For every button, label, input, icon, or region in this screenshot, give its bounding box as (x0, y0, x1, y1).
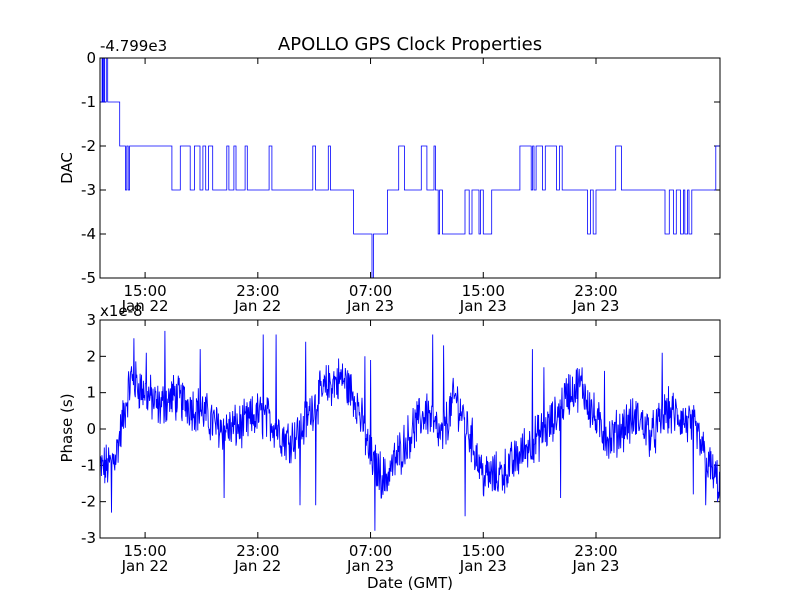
dac-xtick-date: Jan 23 (459, 297, 507, 315)
phase-series-line (99, 330, 721, 531)
dac-series-line (100, 57, 720, 279)
phase-ytick-label: -2 (81, 493, 96, 511)
dac-xtick-time: 15:00 (462, 282, 505, 300)
phase-xtick-time: 07:00 (349, 542, 392, 560)
phase-xtick-date: Jan 22 (121, 557, 169, 575)
dac-ytick-label: 0 (86, 49, 96, 67)
dac-ytick-label: -4 (81, 225, 96, 243)
phase-ytick-label: 2 (86, 347, 96, 365)
phase-xlabel: Date (GMT) (367, 574, 453, 592)
dac-ytick-label: -3 (81, 181, 96, 199)
dac-y-ticks: 0 -1 -2 -3 -4 -5 (81, 49, 720, 287)
phase-xtick-time: 15:00 (462, 542, 505, 560)
dac-xtick-date: Jan 23 (572, 297, 620, 315)
phase-xtick-time: 15:00 (123, 542, 166, 560)
dac-ytick-label: -2 (81, 137, 96, 155)
phase-xtick-date: Jan 22 (233, 557, 281, 575)
dac-offset-label: -4.799e3 (100, 37, 167, 55)
dac-xtick-date: Jan 22 (121, 297, 169, 315)
dac-xtick-time: 23:00 (574, 282, 617, 300)
phase-ytick-label: 1 (86, 384, 96, 402)
dac-xtick-time: 07:00 (349, 282, 392, 300)
phase-offset-label: x1e-8 (100, 302, 143, 320)
phase-plot-frame (99, 319, 721, 539)
phase-xtick-time: 23:00 (236, 542, 279, 560)
dac-xtick-date: Jan 23 (346, 297, 394, 315)
phase-ytick-label: 0 (86, 420, 96, 438)
chart-title: APOLLO GPS Clock Properties (278, 34, 542, 55)
phase-ytick-label: 3 (86, 311, 96, 329)
phase-ytick-label: -1 (81, 456, 96, 474)
phase-xtick-time: 23:00 (574, 542, 617, 560)
phase-xtick-date: Jan 23 (572, 557, 620, 575)
phase-xtick-date: Jan 23 (346, 557, 394, 575)
dac-xtick-time: 15:00 (123, 282, 166, 300)
dac-xtick-date: Jan 22 (233, 297, 281, 315)
dac-xtick-time: 23:00 (236, 282, 279, 300)
dac-plot-frame (99, 57, 721, 279)
phase-xtick-date: Jan 23 (459, 557, 507, 575)
phase-ytick-label: -3 (81, 529, 96, 547)
dac-ylabel: DAC (58, 152, 76, 184)
phase-ylabel: Phase (s) (58, 393, 76, 462)
dac-ytick-label: -5 (81, 269, 96, 287)
dac-ytick-label: -1 (81, 93, 96, 111)
phase-panel: x1e-8 Phase (s) Date (GMT) 3 2 1 0 -1 -2 -3 15… (58, 302, 721, 592)
phase-y-ticks: 3 2 1 0 -1 -2 -3 (81, 311, 720, 547)
